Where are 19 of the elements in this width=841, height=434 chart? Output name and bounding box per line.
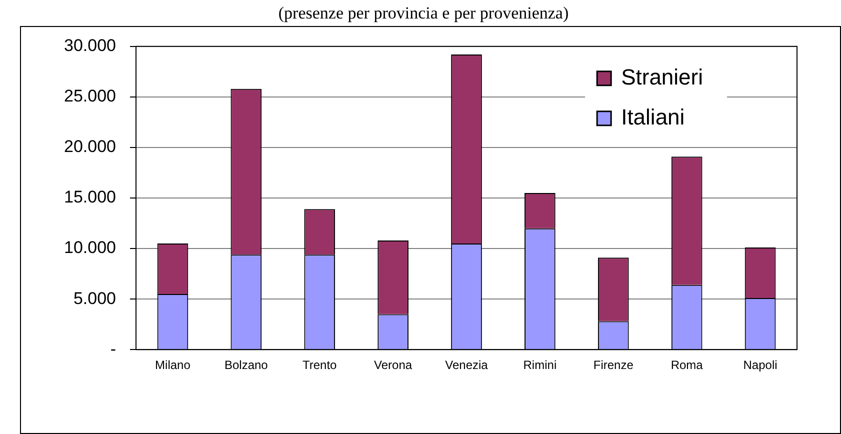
x-tick-label: Venezia (445, 358, 488, 372)
y-tick-label: 25.000 (64, 86, 116, 106)
y-tick-label: 5.000 (73, 288, 116, 308)
x-tick-label: Trento (302, 358, 338, 372)
y-tick-label: 20.000 (64, 137, 116, 156)
x-tick-label: Milano (155, 358, 191, 372)
legend-label: Italiani (621, 104, 685, 130)
x-tick-label: Napoli (743, 358, 778, 372)
y-tick-label: 30.000 (64, 36, 116, 56)
legend-label: Stranieri (621, 64, 703, 90)
y-tick-label: - (110, 339, 116, 358)
x-tick-label: Verona (374, 358, 412, 372)
x-tick-label: Firenze (593, 358, 634, 372)
x-tick-label: Roma (670, 358, 704, 372)
y-tick-label: 10.000 (64, 238, 116, 258)
chart-subtitle: (presenze per provincia e per provenienza) (278, 4, 569, 23)
y-tick-label: 15.000 (64, 188, 116, 207)
x-tick-label: Rimini (523, 358, 557, 372)
x-tick-label: Bolzano (224, 358, 268, 372)
